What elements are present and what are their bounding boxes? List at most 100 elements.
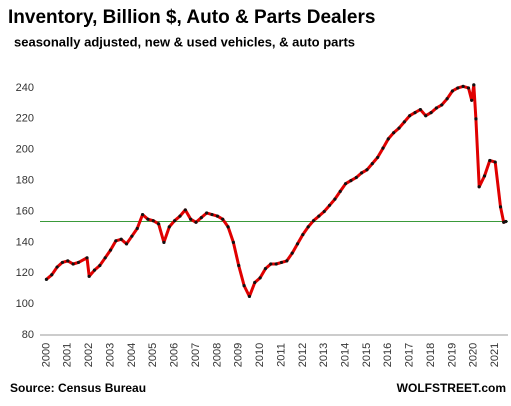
point xyxy=(247,294,252,298)
point xyxy=(338,189,342,193)
point xyxy=(66,259,70,263)
point xyxy=(199,216,203,220)
point xyxy=(333,197,337,201)
point xyxy=(151,219,155,223)
point xyxy=(76,260,81,265)
point xyxy=(376,155,380,160)
point xyxy=(343,182,348,186)
point xyxy=(311,219,316,223)
point xyxy=(269,262,273,266)
point xyxy=(285,259,289,263)
point xyxy=(237,263,241,268)
point xyxy=(108,248,113,252)
source: Source: Census Bureau xyxy=(10,381,146,395)
point xyxy=(140,212,145,217)
point xyxy=(349,178,353,183)
point xyxy=(472,83,476,87)
point xyxy=(205,211,209,215)
y-tick-label: 120 xyxy=(16,267,34,279)
point xyxy=(488,158,492,163)
point xyxy=(98,263,102,268)
point xyxy=(173,219,177,223)
y-tick-label: 240 xyxy=(16,82,34,94)
point xyxy=(429,111,433,115)
point xyxy=(408,114,412,118)
point xyxy=(424,114,428,118)
point xyxy=(167,225,171,229)
point xyxy=(85,256,89,260)
point xyxy=(114,239,118,243)
point xyxy=(103,256,107,260)
y-tick-label: 100 xyxy=(16,298,34,310)
point xyxy=(445,97,449,101)
point xyxy=(178,214,182,218)
x-tick-label: 2004 xyxy=(126,343,138,367)
point xyxy=(397,126,401,130)
x-tick-label: 2016 xyxy=(382,343,394,367)
y-tick-label: 140 xyxy=(16,236,34,248)
y-tick-label: 160 xyxy=(16,205,34,217)
point xyxy=(498,205,503,209)
x-tick-label: 2012 xyxy=(297,343,309,367)
point xyxy=(317,214,321,218)
point xyxy=(301,233,305,237)
chart-subtitle: seasonally adjusted, new & used vehicles… xyxy=(14,34,355,49)
point xyxy=(322,209,326,214)
point xyxy=(92,268,97,272)
point xyxy=(456,86,460,90)
x-tick-label: 2003 xyxy=(104,343,116,367)
point xyxy=(210,212,214,217)
point xyxy=(418,107,422,112)
point xyxy=(60,260,65,265)
point xyxy=(290,251,294,255)
point xyxy=(124,242,129,246)
point xyxy=(157,222,161,226)
point xyxy=(221,217,225,221)
point xyxy=(327,203,332,207)
point xyxy=(381,146,385,150)
x-tick-label: 2013 xyxy=(318,343,330,367)
point xyxy=(365,168,369,172)
point xyxy=(434,106,439,110)
x-tick-label: 2020 xyxy=(468,343,480,367)
point xyxy=(466,86,471,90)
point xyxy=(253,280,257,285)
point xyxy=(306,225,310,229)
point xyxy=(450,89,455,93)
point xyxy=(87,274,91,278)
x-tick-label: 2002 xyxy=(83,343,95,367)
y-tick-label: 220 xyxy=(16,113,34,125)
x-tick-label: 2011 xyxy=(275,343,287,367)
x-tick-label: 2008 xyxy=(211,343,223,367)
point xyxy=(226,225,230,229)
point xyxy=(189,217,193,221)
x-tick-label: 2001 xyxy=(62,343,74,367)
x-tick-label: 2005 xyxy=(147,343,159,367)
x-tick-label: 2018 xyxy=(425,343,437,367)
x-tick-label: 2014 xyxy=(339,343,351,367)
point xyxy=(482,174,487,178)
point xyxy=(360,171,364,175)
point xyxy=(146,217,150,221)
x-tick-label: 2015 xyxy=(361,343,373,367)
point xyxy=(504,219,508,224)
point xyxy=(493,160,497,164)
x-tick-label: 2009 xyxy=(233,343,245,367)
point xyxy=(194,220,198,224)
point xyxy=(162,240,166,244)
point xyxy=(474,117,478,121)
chart-title: Inventory, Billion $, Auto & Parts Deale… xyxy=(8,7,375,28)
point xyxy=(119,237,123,241)
point xyxy=(258,276,262,280)
point xyxy=(477,185,481,189)
point xyxy=(392,131,396,135)
y-tick-label: 80 xyxy=(22,329,34,341)
x-tick-label: 2007 xyxy=(190,343,202,367)
point xyxy=(135,226,139,231)
point xyxy=(215,214,219,218)
point xyxy=(354,175,358,180)
point xyxy=(440,103,444,107)
point xyxy=(413,111,417,115)
point xyxy=(279,260,284,265)
